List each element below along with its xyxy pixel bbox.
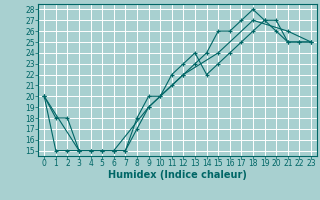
X-axis label: Humidex (Indice chaleur): Humidex (Indice chaleur) (108, 170, 247, 180)
